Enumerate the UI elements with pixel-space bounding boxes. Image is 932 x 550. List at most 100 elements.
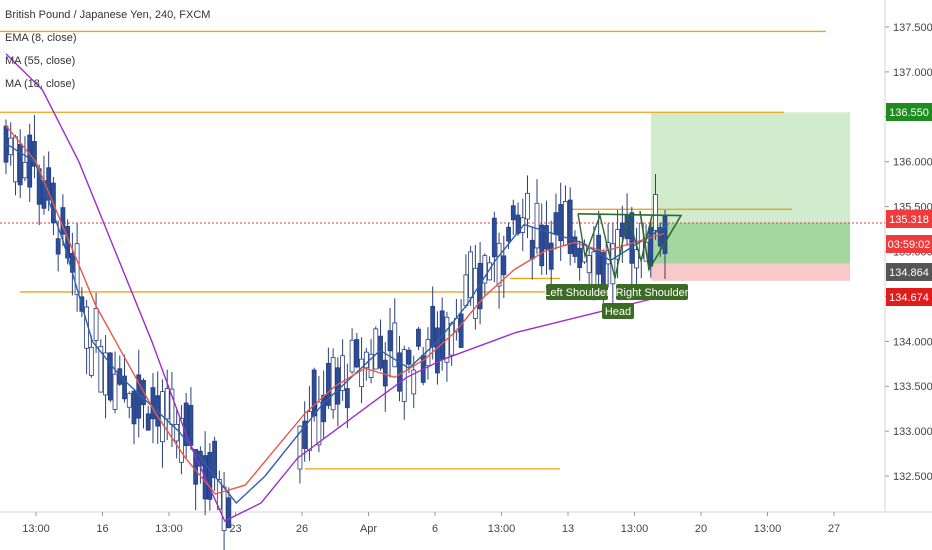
candle-down (501, 255, 507, 276)
candle-down (55, 238, 61, 255)
x-tick-label: 23 (229, 523, 241, 535)
candle-up (373, 328, 379, 370)
candle-up (468, 251, 474, 299)
candle-down (458, 313, 464, 348)
series-line-3 (5, 125, 665, 495)
candle-up (126, 393, 132, 408)
candle-up (586, 255, 592, 274)
candle-down (207, 452, 213, 500)
candle-down (416, 328, 421, 347)
candle-down (354, 339, 360, 368)
candle-down (577, 247, 583, 269)
pattern-label-box (546, 284, 608, 300)
x-tick-label: 6 (432, 523, 438, 535)
stop-loss-zone (651, 263, 850, 281)
y-tick-label: 136.000 (893, 157, 932, 169)
y-tick-label: 137.000 (893, 67, 932, 79)
candle-down (572, 236, 578, 257)
candle-down (387, 330, 393, 352)
pattern-label-text: Head (605, 306, 631, 318)
candle-up (359, 358, 364, 388)
candle-up (401, 349, 407, 402)
series-line-2 (5, 53, 663, 522)
candle-up (103, 352, 108, 396)
candle-up (164, 388, 170, 420)
x-tick-label: 13:00 (488, 523, 516, 535)
candle-up (93, 308, 99, 341)
candle-down (397, 352, 402, 392)
candle-down (629, 212, 635, 264)
symbol-title: British Pound / Japanese Yen, 240, FXCM (5, 9, 211, 21)
candle-down (122, 375, 127, 400)
y-tick-label: 137.500 (893, 22, 932, 34)
candle-up (349, 339, 355, 373)
candle-up (340, 355, 346, 391)
pattern-label-box (616, 284, 688, 300)
candle-up (112, 373, 118, 410)
candle-up (449, 322, 455, 356)
candle-up (330, 357, 336, 411)
price-tag-text: 03:59:02 (888, 239, 931, 251)
candle-up (634, 249, 639, 269)
candle-down (27, 134, 33, 188)
price-tag-box (886, 235, 932, 253)
candle-up (615, 229, 620, 260)
candle-up (534, 202, 540, 249)
y-tick-label: 132.500 (893, 471, 932, 483)
candle-down (430, 305, 436, 348)
price-tag-box (886, 288, 932, 306)
candle-down (212, 440, 218, 479)
candle-down (515, 214, 521, 234)
candle-down (145, 413, 151, 431)
candle-up (13, 136, 18, 183)
chart-legend: British Pound / Japanese Yen, 240, FXCM … (5, 4, 210, 96)
candle-up (605, 242, 611, 265)
candle-down (321, 394, 327, 423)
candle-down (382, 359, 388, 387)
candle-down (435, 327, 440, 374)
x-tick-label: 13:00 (22, 523, 50, 535)
candle-down (32, 141, 37, 167)
candle-up (179, 418, 184, 463)
candle-down (548, 242, 554, 270)
indicator-ema-label: EMA (8, close) (5, 32, 77, 44)
open-profit-zone (651, 222, 850, 264)
price-tag-text: 135.318 (889, 214, 929, 226)
price-tag-box (886, 263, 932, 281)
candle-up (368, 353, 374, 378)
candle-down (107, 352, 113, 401)
x-tick-label: 20 (695, 523, 707, 535)
candle-down (131, 390, 137, 425)
candle-down (188, 404, 194, 446)
candle-up (307, 411, 312, 451)
candle-down (662, 215, 668, 254)
candle-down (344, 388, 350, 409)
indicator-ma55-label: MA (55, close) (5, 55, 76, 67)
candle-down (491, 217, 497, 258)
x-tick-label: 13:00 (754, 523, 782, 535)
candle-up (482, 255, 488, 284)
candle-down (325, 362, 331, 406)
candle-down (406, 349, 412, 365)
candle-down (553, 212, 559, 235)
candle-down (183, 402, 189, 447)
pattern-label-text: Left Shoulder (544, 287, 610, 299)
pattern-label-box (602, 303, 634, 319)
candle-up (74, 243, 80, 295)
x-tick-label: 27 (828, 523, 840, 535)
candle-up (22, 162, 28, 179)
candle-down (510, 205, 516, 221)
x-tick-label: 13 (562, 523, 574, 535)
x-tick-label: Apr (360, 523, 377, 535)
candle-up (297, 425, 303, 470)
x-tick-label: 16 (96, 523, 108, 535)
price-tag-text: 134.864 (889, 267, 929, 279)
candle-down (558, 204, 564, 242)
candle-up (525, 192, 530, 220)
candle-down (302, 420, 308, 449)
candle-up (472, 267, 478, 319)
candle-down (544, 225, 549, 250)
candle-up (463, 274, 469, 307)
